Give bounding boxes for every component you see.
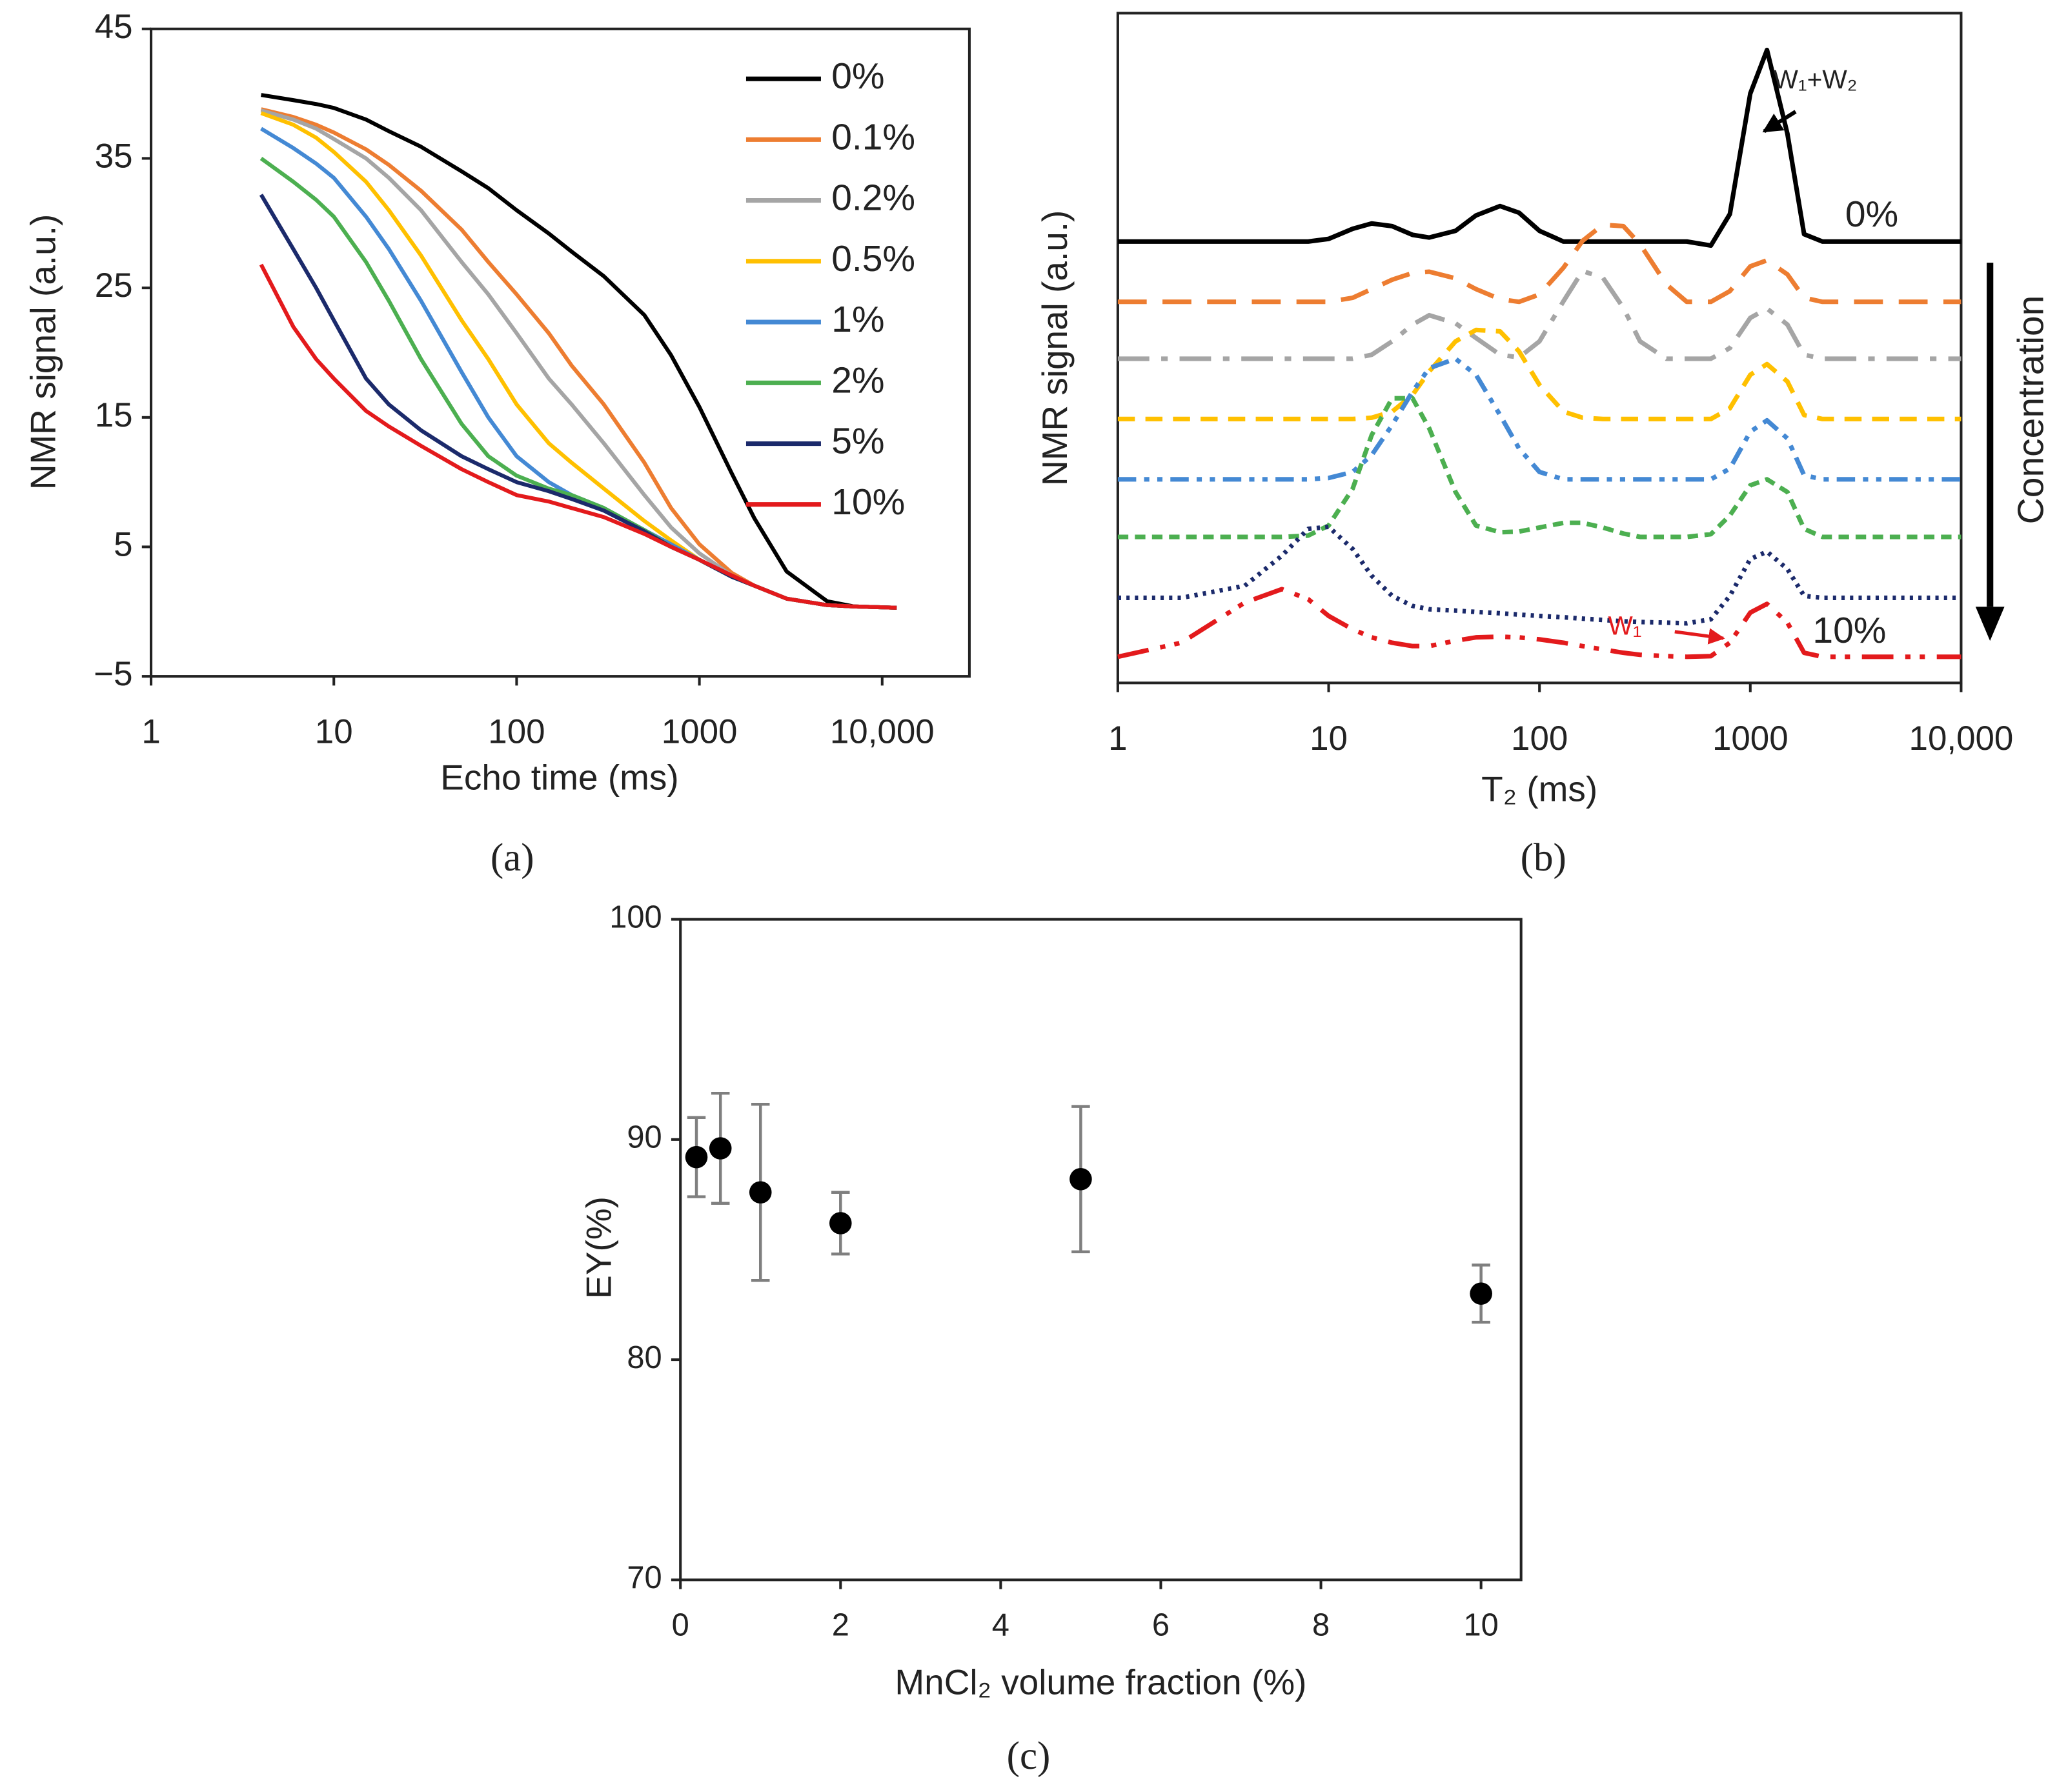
- x-axis-label: Echo time (ms): [440, 757, 678, 797]
- concentration-arrowhead: [1975, 607, 2005, 641]
- y-tick-label: 70: [627, 1560, 662, 1595]
- annotation: W₁: [1608, 611, 1641, 641]
- y-tick-label: 90: [627, 1120, 662, 1155]
- panel-label: (a): [491, 836, 534, 880]
- series-line: [1117, 356, 1961, 482]
- x-tick-label: 10,000: [830, 713, 935, 751]
- x-tick-label: 4: [992, 1607, 1009, 1642]
- x-tick-label: 1: [141, 713, 160, 751]
- legend-label: 5%: [831, 421, 884, 462]
- x-tick-label: 0: [672, 1607, 689, 1642]
- plot-frame: [150, 27, 971, 678]
- x-tick-label: 6: [1152, 1607, 1170, 1642]
- x-tick-label: 100: [488, 713, 545, 751]
- y-axis-label: NMR signal (a.u.): [23, 214, 63, 490]
- x-tick-label: 1: [1108, 720, 1127, 758]
- y-tick-label: 45: [95, 8, 133, 46]
- x-tick-label: 8: [1312, 1607, 1330, 1642]
- series-line: [259, 263, 897, 610]
- panel-label: (c): [1007, 1735, 1051, 1778]
- y-tick-label: 80: [627, 1340, 662, 1375]
- x-tick-label: 2: [832, 1607, 849, 1642]
- plot-frame: [1116, 12, 1963, 685]
- annotation: W₁+W₂: [1773, 65, 1857, 94]
- point: [829, 1212, 852, 1234]
- x-tick-label: 10: [1310, 720, 1348, 758]
- series-line: [1117, 524, 1961, 626]
- y-tick-label: 5: [114, 525, 132, 563]
- x-axis-label: MnCl₂ volume fraction (%): [895, 1662, 1306, 1702]
- series-line: [1117, 587, 1961, 659]
- series-line: [261, 93, 897, 610]
- annotation: 0%: [1845, 194, 1898, 235]
- plot-frame: [679, 918, 1523, 1582]
- legend-label: 1%: [831, 299, 884, 340]
- point: [685, 1145, 708, 1169]
- annotation-arrow: [1762, 110, 1797, 134]
- panel-label: (b): [1521, 836, 1566, 880]
- legend-label: 10%: [831, 481, 905, 523]
- series-line: [1117, 47, 1961, 248]
- legend-label: 0.1%: [831, 116, 915, 157]
- x-tick-label: 10: [1463, 1607, 1498, 1642]
- point: [1470, 1282, 1492, 1305]
- series-line: [1117, 268, 1961, 361]
- annotation-arrow: [1674, 628, 1725, 645]
- legend-label: 0.2%: [831, 177, 915, 219]
- annotation: Concentration: [2010, 296, 2051, 525]
- y-axis-label: EY(%): [579, 1196, 619, 1299]
- x-tick-label: 100: [1511, 720, 1568, 758]
- point: [709, 1137, 732, 1160]
- x-axis-label: T₂ (ms): [1481, 769, 1597, 809]
- y-axis-label: NMR signal (a.u.): [1035, 210, 1075, 486]
- point: [749, 1181, 772, 1204]
- x-tick-label: 1000: [662, 713, 738, 751]
- annotation: 10%: [1812, 610, 1886, 651]
- y-tick-label: 35: [95, 137, 133, 175]
- series-line: [1117, 396, 1961, 539]
- y-tick-label: −5: [94, 655, 132, 693]
- legend-label: 2%: [831, 359, 884, 401]
- y-tick-label: 15: [95, 396, 133, 434]
- series-line: [1117, 222, 1961, 305]
- point: [1069, 1167, 1092, 1191]
- x-tick-label: 1000: [1712, 720, 1788, 758]
- y-tick-label: 100: [609, 900, 662, 935]
- x-tick-label: 10: [315, 713, 353, 751]
- y-tick-label: 25: [95, 267, 133, 305]
- legend-label: 0.5%: [831, 238, 915, 279]
- legend-label: 0%: [831, 55, 884, 97]
- x-tick-label: 10,000: [1909, 720, 2014, 758]
